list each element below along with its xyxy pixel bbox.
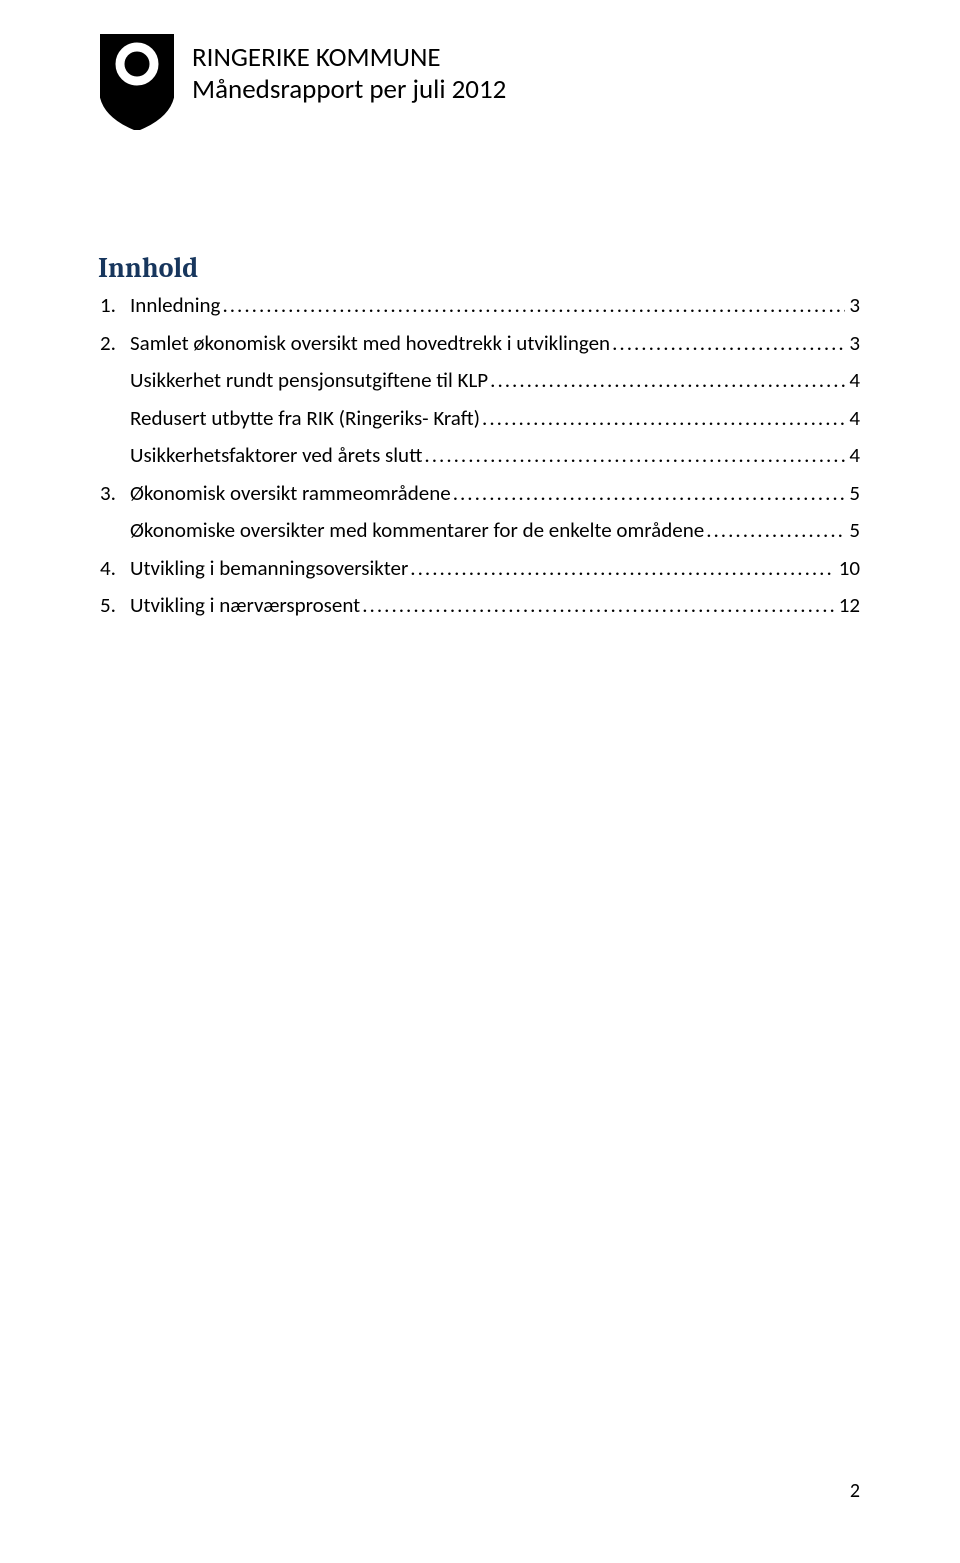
toc-entry-page: 3 (845, 290, 860, 322)
page-header: RINGERIKE KOMMUNE Månedsrapport per juli… (100, 38, 860, 134)
toc-entry-label: Redusert utbytte fra RIK (Ringeriks- Kra… (130, 403, 480, 435)
document-page: RINGERIKE KOMMUNE Månedsrapport per juli… (0, 0, 960, 1563)
toc-entry-label: Usikkerhet rundt pensjonsutgiftene til K… (130, 365, 488, 397)
toc-entry-label: Innledning (130, 290, 220, 322)
toc-entry-number: 4. (100, 553, 130, 585)
report-title: Månedsrapport per juli 2012 (192, 74, 506, 106)
toc-entry-number: 2. (100, 328, 130, 360)
toc-entry[interactable]: 3.Økonomisk oversikt rammeområdene 5 (100, 478, 860, 510)
toc-entry-page: 4 (845, 365, 860, 397)
toc-entry-number: 5. (100, 590, 130, 622)
toc-entry-label: Utvikling i nærværsprosent (130, 590, 360, 622)
toc-entry-page: 12 (835, 590, 860, 622)
toc-entry[interactable]: 5.Utvikling i nærværsprosent 12 (100, 590, 860, 622)
toc-entry[interactable]: Usikkerhet rundt pensjonsutgiftene til K… (100, 365, 860, 397)
toc-dot-leader (610, 328, 845, 360)
page-number: 2 (850, 1479, 860, 1503)
toc-dot-leader (451, 478, 846, 510)
toc-dot-leader (220, 290, 845, 322)
toc-entry-page: 4 (845, 440, 860, 472)
toc-entry-page: 4 (845, 403, 860, 435)
toc-entry-page: 5 (845, 478, 860, 510)
toc-entry-page: 3 (845, 328, 860, 360)
toc-entry-label: Usikkerhetsfaktorer ved årets slutt (130, 440, 422, 472)
toc-dot-leader (704, 515, 845, 547)
toc-heading: Innhold (98, 252, 860, 284)
toc-entry[interactable]: Økonomiske oversikter med kommentarer fo… (100, 515, 860, 547)
toc-dot-leader (408, 553, 834, 585)
toc-entry[interactable]: Redusert utbytte fra RIK (Ringeriks- Kra… (100, 403, 860, 435)
shield-logo-icon (100, 34, 174, 130)
toc-entry[interactable]: Usikkerhetsfaktorer ved årets slutt 4 (100, 440, 860, 472)
table-of-contents: 1.Innledning32.Samlet økonomisk oversikt… (100, 290, 860, 622)
header-text-block: RINGERIKE KOMMUNE Månedsrapport per juli… (192, 38, 506, 107)
toc-dot-leader (422, 440, 845, 472)
organization-name: RINGERIKE KOMMUNE (192, 42, 506, 74)
toc-entry[interactable]: 2.Samlet økonomisk oversikt med hovedtre… (100, 328, 860, 360)
toc-entry[interactable]: 1.Innledning 3 (100, 290, 860, 322)
toc-entry-page: 10 (835, 553, 860, 585)
toc-entry-label: Økonomisk oversikt rammeområdene (130, 478, 451, 510)
toc-entry[interactable]: 4.Utvikling i bemanningsoversikter 10 (100, 553, 860, 585)
toc-entry-page: 5 (845, 515, 860, 547)
toc-entry-label: Samlet økonomisk oversikt med hovedtrekk… (130, 328, 610, 360)
toc-entry-label: Økonomiske oversikter med kommentarer fo… (130, 515, 704, 547)
toc-dot-leader (488, 365, 845, 397)
toc-entry-label: Utvikling i bemanningsoversikter (130, 553, 408, 585)
toc-entry-number: 1. (100, 290, 130, 322)
toc-entry-number: 3. (100, 478, 130, 510)
toc-dot-leader (480, 403, 845, 435)
toc-dot-leader (360, 590, 834, 622)
